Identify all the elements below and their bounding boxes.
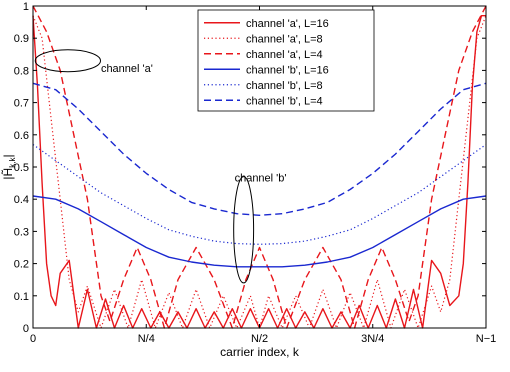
x-tick-label: N−1 [476, 333, 497, 345]
annotation-label: channel 'b' [235, 172, 287, 184]
y-tick-label: 0.1 [14, 291, 29, 303]
y-tick-label: 0.8 [14, 65, 29, 77]
y-tick-label: 0.5 [14, 162, 29, 174]
legend-label: channel 'b', L=16 [246, 64, 329, 76]
series-line-4 [32, 195, 487, 268]
x-tick-label: 0 [30, 333, 36, 345]
x-axis-label: carrier index, k [220, 345, 300, 359]
series-line-5 [32, 144, 487, 245]
x-tick-label: N/2 [251, 333, 268, 345]
y-tick-label: 0.3 [14, 226, 29, 238]
y-tick-label: 1 [23, 1, 29, 13]
series-layer [32, 5, 487, 329]
legend-label: channel 'a', L=4 [246, 49, 323, 61]
annotation-ellipse [34, 49, 101, 73]
y-tick-label: 0.9 [14, 33, 29, 45]
y-tick-label: 0.2 [14, 259, 29, 271]
legend-label: channel 'b', L=8 [246, 80, 323, 92]
series-line-2 [32, 15, 487, 329]
y-tick-label: 0 [23, 323, 29, 335]
y-axis-label-main: |H̃ [0, 168, 15, 180]
annotation-layer: channel 'a' channel 'b' [34, 49, 287, 284]
y-tick-label: 0.6 [14, 130, 29, 142]
y-tick-label: 0.4 [14, 194, 29, 206]
y-axis-label: |H̃k,k| [0, 154, 17, 179]
y-tick-label: 0.7 [14, 98, 29, 110]
legend-box [197, 9, 375, 112]
x-tick-label: 3N/4 [361, 333, 384, 345]
legend-label: channel 'b', L=4 [246, 95, 323, 107]
legend-label: channel 'a', L=16 [246, 18, 329, 30]
annotation-label: channel 'a' [101, 63, 153, 75]
x-tick-label: N/4 [138, 333, 155, 345]
legend-label: channel 'a', L=8 [246, 33, 323, 45]
annotation-ellipse [233, 176, 255, 284]
series-line-3 [32, 5, 487, 329]
x-ticks: 0 N/4 N/2 3N/4 N−1 [30, 6, 496, 345]
legend: channel 'a', L=16 channel 'a', L=8 channel… [197, 9, 375, 112]
y-ticks: 0 0.1 0.2 0.3 0.4 0.5 0.6 0.7 0.8 0.9 1 [14, 1, 486, 335]
y-axis-label-close: | [1, 154, 15, 157]
y-axis-label-sub: k,k [8, 157, 17, 168]
series-line-6 [32, 82, 487, 216]
